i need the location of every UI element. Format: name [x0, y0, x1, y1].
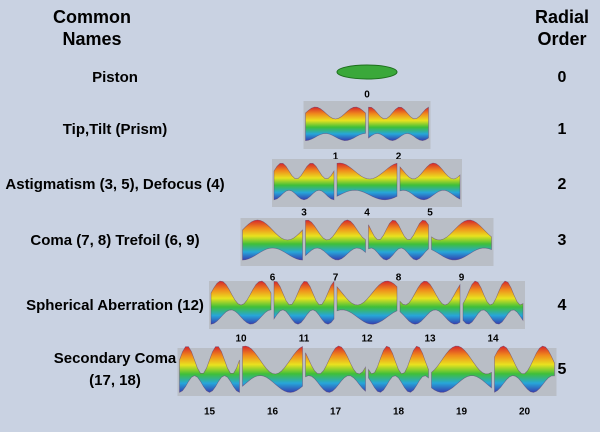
- radial-order: 5: [558, 361, 567, 378]
- surface: [368, 106, 429, 141]
- header-left: Common: [53, 7, 131, 27]
- mode-number: 20: [519, 407, 531, 418]
- surface: [431, 219, 492, 261]
- surface: [305, 345, 366, 393]
- surface: [462, 280, 524, 325]
- mode-number: 7: [333, 273, 339, 284]
- mode-number: 16: [267, 407, 279, 418]
- surface: [242, 219, 303, 261]
- mode-number: 17: [330, 407, 342, 418]
- radial-order: 2: [558, 176, 567, 193]
- radial-order: 4: [558, 297, 567, 314]
- radial-order: 1: [558, 121, 567, 138]
- surface: [399, 162, 461, 201]
- mode-number: 8: [396, 273, 402, 284]
- mode-number: 1: [333, 152, 339, 163]
- mode-number: 6: [270, 273, 276, 284]
- mode-number: 9: [459, 273, 465, 284]
- surface: [368, 219, 429, 261]
- mode-number: 15: [204, 407, 216, 418]
- mode-name: Astigmatism (3, 5), Defocus (4): [5, 176, 224, 193]
- header-right: Order: [537, 29, 586, 49]
- surface: [305, 106, 366, 141]
- surface: [179, 346, 240, 393]
- surface: [242, 345, 303, 393]
- mode-name: Secondary Coma: [54, 350, 177, 367]
- surface: [431, 345, 492, 393]
- mode-name: Tip,Tilt (Prism): [63, 121, 167, 138]
- mode-name: Coma (7, 8) Trefoil (6, 9): [30, 232, 199, 249]
- surface: [336, 162, 398, 201]
- surface: [368, 345, 429, 393]
- mode-name: Piston: [92, 69, 138, 86]
- surface: [273, 280, 335, 325]
- mode-name: Spherical Aberration (12): [26, 297, 204, 314]
- mode-number: 4: [364, 208, 370, 219]
- surface: [336, 280, 398, 325]
- mode-number: 12: [361, 334, 373, 345]
- mode-number: 11: [299, 334, 310, 345]
- mode-number: 18: [393, 407, 405, 418]
- header-left: Names: [62, 29, 121, 49]
- surface: [273, 163, 335, 201]
- mode-number: 10: [235, 334, 247, 345]
- header-right: Radial: [535, 7, 589, 27]
- radial-order: 3: [558, 232, 567, 249]
- mode-number: 19: [456, 407, 468, 418]
- mode-name: (17, 18): [89, 372, 141, 389]
- mode-number: 14: [487, 334, 499, 345]
- surface: [399, 280, 461, 325]
- surface: [494, 345, 555, 393]
- mode-number: 0: [364, 90, 370, 101]
- mode-number: 2: [396, 152, 402, 163]
- surface: [305, 219, 366, 261]
- mode-number: 13: [424, 334, 436, 345]
- radial-order: 0: [558, 69, 567, 86]
- surface: [210, 280, 272, 325]
- surface: [336, 64, 398, 80]
- mode-number: 5: [427, 208, 433, 219]
- mode-number: 3: [301, 208, 307, 219]
